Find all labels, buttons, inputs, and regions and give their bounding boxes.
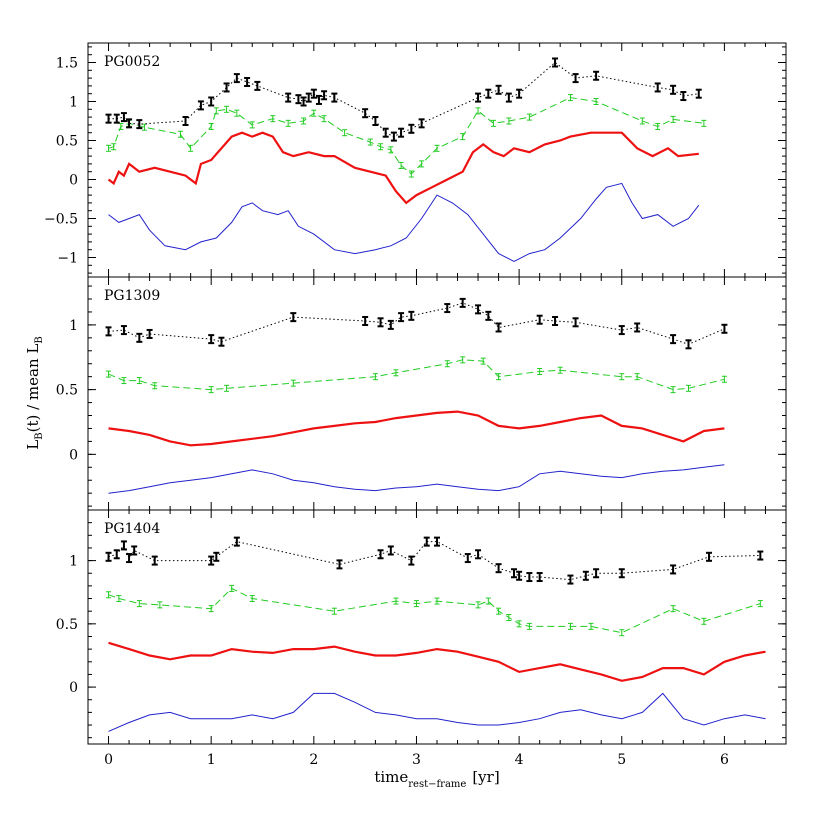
series-line-green	[108, 587, 761, 634]
series-line-red	[108, 641, 766, 682]
y-axis-title-mid: (t) / mean L	[24, 344, 42, 433]
y-tick-label: 1	[69, 318, 78, 334]
series-line-green	[108, 359, 725, 391]
y-tick-label: 0	[69, 173, 78, 189]
y-axis-title-sub2: B	[34, 336, 45, 343]
x-axis-title-sub: rest−frame	[408, 779, 466, 790]
y-tick-label: 1.5	[56, 56, 78, 72]
x-axis-title-unit: [yr]	[472, 768, 499, 786]
series-line-blue	[108, 692, 766, 732]
y-axis-title-main: L	[24, 440, 42, 450]
series-line-green	[108, 97, 704, 175]
x-tick-label: 1	[207, 752, 216, 768]
y-tick-label: −1	[57, 251, 78, 267]
panel-title: PG1404	[104, 521, 160, 537]
x-tick-label: 6	[720, 752, 729, 768]
series-line-blue	[108, 182, 700, 262]
series-line-red	[108, 410, 725, 447]
series-line-black	[108, 541, 761, 581]
panel-frame	[87, 276, 787, 511]
y-axis-title: LB(t) / mean LB	[24, 336, 45, 449]
series-line-black	[108, 302, 725, 345]
y-tick-label: 1	[69, 554, 78, 570]
y-tick-label: −0.5	[44, 212, 78, 228]
y-tick-label: 0.5	[56, 134, 78, 150]
panel-frame	[87, 42, 787, 278]
y-tick-label: 0	[69, 680, 78, 696]
y-tick-label: 0.5	[56, 383, 78, 399]
series-line-blue	[108, 464, 725, 494]
y-axis-title-sub1: B	[34, 432, 45, 439]
x-tick-label: 5	[617, 752, 626, 768]
panel-title: PG0052	[104, 54, 160, 70]
y-tick-label: 0.5	[56, 617, 78, 633]
x-tick-label: 3	[412, 752, 421, 768]
series-line-black	[108, 61, 699, 138]
panel-title: PG1309	[104, 288, 160, 304]
x-tick-label: 2	[309, 752, 318, 768]
y-tick-label: 1	[69, 95, 78, 111]
x-tick-label: 4	[515, 752, 524, 768]
x-axis-title: timerest−frame [yr]	[374, 768, 499, 790]
y-tick-label: 0	[69, 447, 78, 463]
x-tick-label: 0	[104, 752, 113, 768]
series-line-red	[107, 131, 699, 205]
x-axis-title-main: time	[374, 768, 408, 786]
